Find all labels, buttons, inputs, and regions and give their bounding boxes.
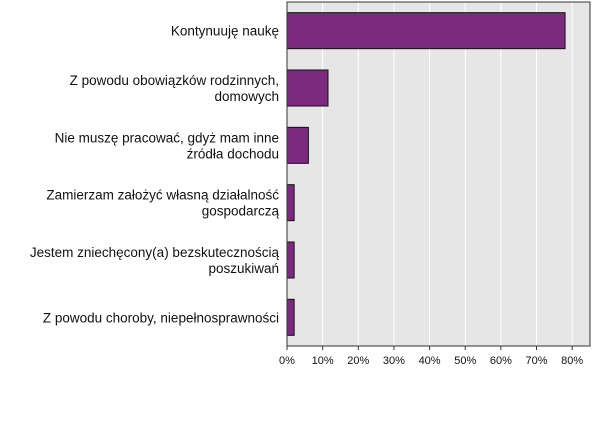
category-label: domowych bbox=[214, 89, 279, 104]
category-label: Z powodu obowiązków rodzinnych, bbox=[70, 73, 279, 88]
category-label: Zamierzam założyć własną działalność bbox=[46, 188, 279, 203]
bar bbox=[286, 241, 295, 279]
x-tick-label: 20% bbox=[347, 355, 369, 367]
bar bbox=[286, 126, 309, 164]
x-tick-label: 60% bbox=[490, 355, 512, 367]
x-tick-label: 0% bbox=[279, 355, 295, 367]
grid-lines bbox=[322, 2, 573, 346]
x-tick-label: 10% bbox=[312, 355, 334, 367]
category-label: Z powodu choroby, niepełnosprawności bbox=[43, 310, 279, 325]
x-tick-label: 40% bbox=[419, 355, 441, 367]
category-label: Kontynuuję naukę bbox=[171, 24, 279, 39]
category-label: źródła dochodu bbox=[187, 146, 279, 161]
x-tick-label: 50% bbox=[454, 355, 476, 367]
category-labels: Kontynuuję naukę Z powodu obowiązków rodz… bbox=[30, 24, 280, 326]
plot-frame bbox=[286, 1, 591, 347]
x-axis-ticks: 0% 10% 20% 30% 40% 50% 60% 70% 80% bbox=[279, 346, 583, 367]
bar bbox=[286, 69, 329, 107]
x-tick-label: 30% bbox=[383, 355, 405, 367]
bar bbox=[286, 298, 295, 336]
x-tick-label: 80% bbox=[561, 355, 583, 367]
category-label: poszukiwań bbox=[208, 261, 279, 276]
bar bbox=[286, 184, 295, 222]
plot-background bbox=[287, 2, 590, 346]
category-label: Jestem zniechęcony(a) bezskutecznością bbox=[30, 245, 280, 260]
category-label: gospodarczą bbox=[202, 204, 280, 219]
x-tick-label: 70% bbox=[526, 355, 548, 367]
bar bbox=[286, 12, 566, 50]
category-label: Nie muszę pracować, gdyż mam inne bbox=[55, 130, 279, 145]
